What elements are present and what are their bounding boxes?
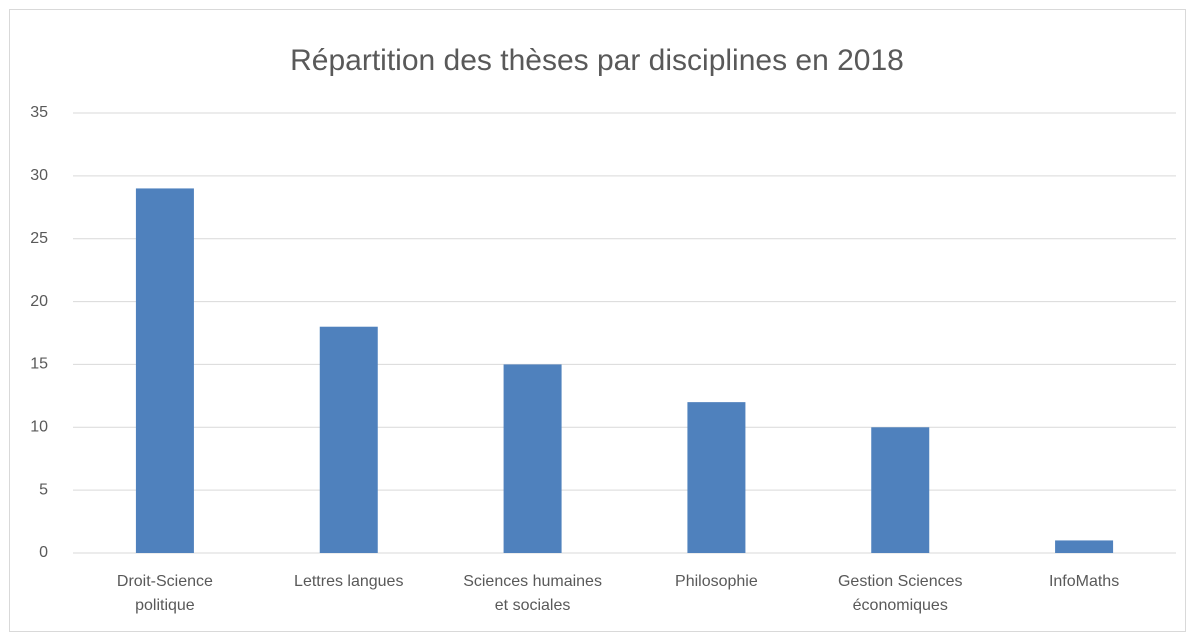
x-tick-label: Lettres langues: [294, 573, 404, 590]
y-tick-label: 25: [30, 230, 48, 247]
x-tick-label: Droit-Science politique: [116, 573, 213, 614]
y-tick-label: 0: [39, 544, 48, 561]
bar: [503, 364, 562, 553]
y-tick-label: 35: [30, 104, 48, 121]
bar: [871, 427, 930, 553]
x-tick-label: Sciences humaines et sociales: [463, 573, 602, 614]
x-tick-label: InfoMaths: [1048, 573, 1120, 590]
y-tick-label: 30: [30, 167, 48, 184]
y-tick-label: 20: [30, 293, 48, 310]
bar: [319, 326, 378, 553]
chart-title: Répartition des thèses par disciplines e…: [290, 44, 904, 77]
bar: [1055, 540, 1114, 553]
bar: [135, 188, 194, 553]
x-tick-label: Philosophie: [675, 573, 758, 590]
x-tick-label: Gestion Sciences économiques: [837, 573, 963, 614]
bar: [687, 402, 746, 553]
y-tick-label: 15: [30, 356, 48, 373]
y-tick-label: 10: [30, 419, 48, 436]
y-tick-label: 5: [39, 481, 48, 498]
